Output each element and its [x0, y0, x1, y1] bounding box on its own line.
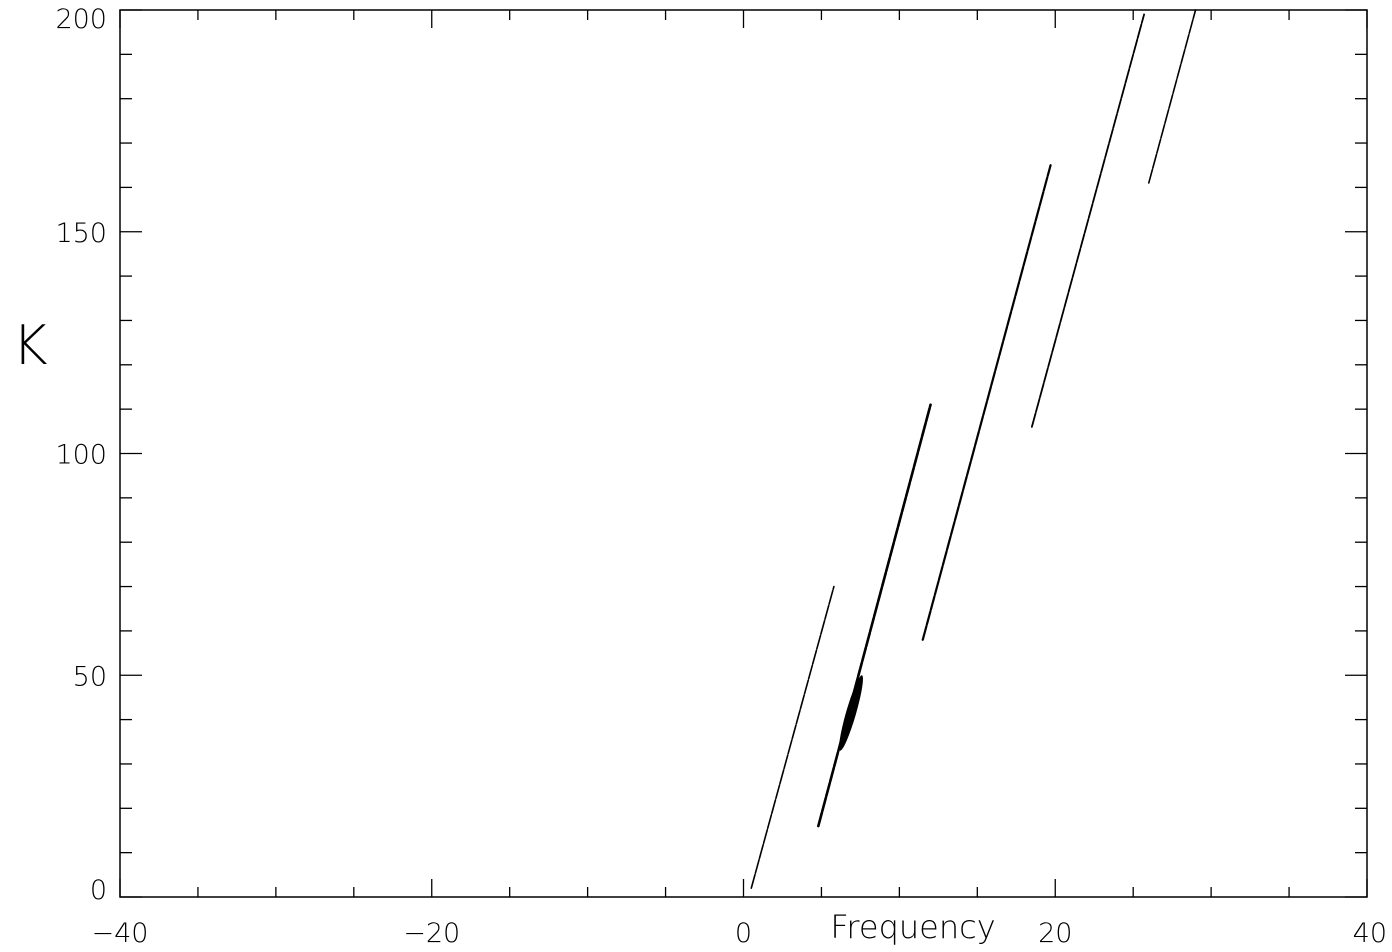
- y-tick-label: 150: [55, 218, 107, 249]
- series-streak-4: [1030, 13, 1145, 428]
- series-streak-3: [921, 164, 1052, 641]
- series-group: [750, 9, 1197, 889]
- y-axis-title: K: [12, 314, 47, 377]
- x-tick-label: 20: [1038, 918, 1072, 949]
- y-tick-label: 50: [73, 661, 107, 692]
- dense-region-blob: [839, 675, 863, 751]
- axis-ticks: [119, 9, 1368, 898]
- y-tick-labels: 0 50 100 150 200: [55, 4, 107, 906]
- plot-frame: [119, 9, 1368, 898]
- x-tick-labels: −40 −20 0 20 40: [92, 918, 1387, 949]
- series-streak-1: [750, 585, 835, 889]
- x-tick-label: −20: [403, 918, 460, 949]
- x-tick-label: 0: [735, 918, 752, 949]
- y-tick-label: 200: [55, 4, 107, 35]
- series-streak-2: [817, 403, 932, 828]
- x-axis-title: Frequency: [830, 908, 995, 946]
- y-tick-label: 100: [55, 440, 107, 471]
- x-tick-label: 40: [1353, 918, 1387, 949]
- y-tick-label: 0: [90, 875, 107, 906]
- x-tick-label: −40: [92, 918, 149, 949]
- series-streak-5: [1147, 9, 1197, 184]
